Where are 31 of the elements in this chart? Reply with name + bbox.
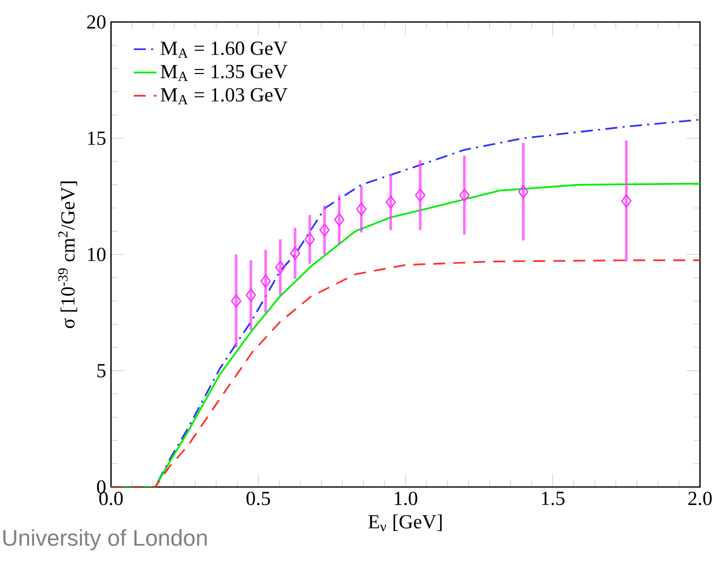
point [275,260,286,274]
y-tick-label: 0 [97,480,106,494]
y-tick-label: 10 [88,248,106,262]
point [230,294,242,308]
point [246,288,256,302]
x-tick-label: 0.0 [99,492,123,506]
point [459,188,470,202]
y-tick-label: 20 [87,15,106,29]
y-axis-title: σ [10$^{-39}$ cm$^{2}$/GeV] [58,182,78,328]
x-tick-label: 0.5 [246,492,270,506]
point [386,196,396,209]
point [356,202,366,216]
point [415,188,426,202]
point [518,185,528,198]
x-tick-label: 1.0 [394,492,418,506]
point [304,232,315,246]
legend-label: M$_{A}$ = 1.03 GeV [160,88,288,104]
point [260,274,271,288]
point [621,194,632,208]
point [319,223,330,237]
point [290,246,300,260]
x-axis-title: E$_{ν}$ [GeV] [368,514,442,532]
x-tick-label: 2.0 [688,492,712,506]
line-series [111,259,700,487]
x-tick-label: 1.5 [542,492,564,506]
y-tick-label: 5 [97,364,106,378]
legend-label: M$_{A}$ = 1.35 GeV [160,64,288,81]
y-tick-label: 15 [88,132,106,145]
legend-label: M$_{A}$ = 1.60 GeV [160,42,288,58]
point [334,212,344,226]
text: University of London [3,529,207,550]
